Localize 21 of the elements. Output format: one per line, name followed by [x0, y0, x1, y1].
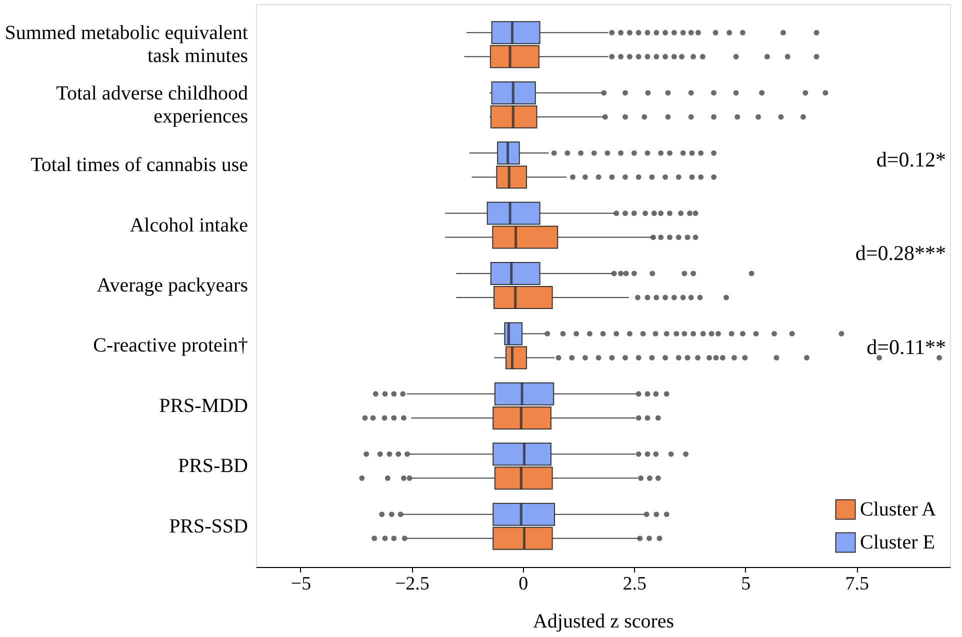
annotation: d=0.28***	[855, 241, 946, 266]
y-tick-label: PRS-SSD	[169, 515, 248, 538]
x-tick-label: −5	[290, 574, 312, 594]
x-tick-label: 0	[518, 574, 528, 594]
y-tick-label: PRS-BD	[178, 455, 248, 478]
y-tick-label: Alcohol intake	[130, 214, 248, 236]
x-tick-label: 7.5	[845, 574, 869, 594]
y-tick-label: C-reactive protein†	[93, 334, 248, 357]
y-tick-label: PRS-MDD	[159, 394, 248, 417]
annotation: d=0.12*	[876, 147, 946, 172]
x-tick-label: 5	[741, 574, 751, 594]
annotation: d=0.11**	[866, 335, 946, 360]
x-axis-title: Adjusted z scores	[532, 610, 674, 632]
x-tick-label: −2.5	[394, 574, 430, 594]
y-tick-label: Total times of cannabis use	[30, 154, 248, 176]
x-tick-label: 2.5	[622, 574, 647, 594]
legend-label: Cluster E	[860, 532, 935, 554]
y-tick-label: Total adverse childhood experiences	[56, 82, 248, 128]
y-tick-label: Average packyears	[96, 274, 248, 296]
legend-label: Cluster A	[860, 498, 937, 520]
y-tick-label: Summed metabolic equivalent task minutes	[4, 22, 248, 68]
